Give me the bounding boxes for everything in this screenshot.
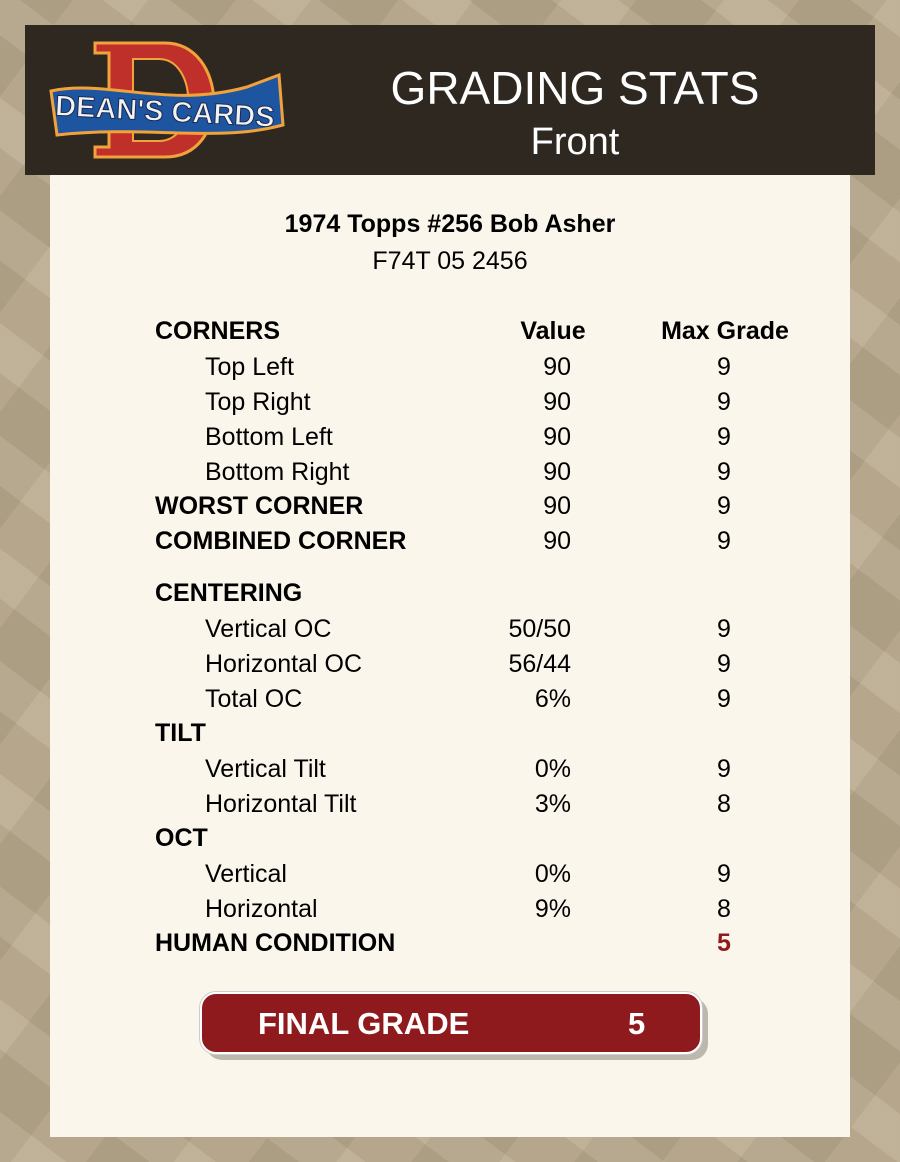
stat-row: HUMAN CONDITION 5 [0, 928, 900, 958]
stat-row: Horizontal Tilt 3% 8 [0, 789, 900, 819]
stat-max-grade: 9 [717, 423, 731, 451]
stat-label: WORST CORNER [155, 492, 364, 520]
stat-max-grade: 9 [717, 458, 731, 486]
stat-row: COMBINED CORNER 90 9 [0, 526, 900, 556]
section-corners: CORNERS [155, 317, 281, 345]
stat-label: Bottom Right [205, 458, 350, 486]
stat-max-grade: 8 [717, 895, 731, 923]
stat-value: 0% [534, 860, 571, 888]
final-grade-box: FINAL GRADE 5 [200, 992, 702, 1054]
max-grade-column-header: Max Grade [661, 317, 789, 345]
stat-label: HUMAN CONDITION [155, 929, 396, 957]
stat-row: WORST CORNER 90 9 [0, 491, 900, 521]
stat-row: Horizontal 9% 8 [0, 894, 900, 924]
stat-label: OCT [155, 824, 208, 852]
stat-max-grade: 5 [717, 929, 731, 957]
stat-value: 50/50 [508, 615, 571, 643]
stat-label: Total OC [205, 685, 303, 713]
header-banner: DEAN'S CARDS GRADING STATS Front [25, 25, 875, 175]
stat-value: 90 [543, 353, 571, 381]
stat-max-grade: 9 [717, 685, 731, 713]
stat-label: Horizontal OC [205, 650, 362, 678]
card-id: F74T 05 2456 [372, 247, 528, 275]
stats-panel [50, 175, 850, 1137]
stat-row: Vertical 0% 9 [0, 859, 900, 889]
stat-max-grade: 9 [717, 527, 731, 555]
stat-row: Total OC 6% 9 [0, 684, 900, 714]
stat-value: 56/44 [508, 650, 571, 678]
stat-row: Bottom Left 90 9 [0, 422, 900, 452]
final-grade-value: 5 [628, 1006, 646, 1041]
stat-value: 3% [534, 790, 571, 818]
stat-row: TILT [0, 718, 900, 748]
stat-max-grade: 8 [717, 790, 731, 818]
stat-label: Bottom Left [205, 423, 333, 451]
stat-value: 0% [534, 755, 571, 783]
stat-row: Vertical Tilt 0% 9 [0, 754, 900, 784]
stat-value: 9% [534, 895, 571, 923]
stat-label: Vertical [205, 860, 287, 888]
stat-label: Vertical Tilt [205, 755, 326, 783]
stat-max-grade: 9 [717, 353, 731, 381]
stat-label: CENTERING [155, 579, 303, 607]
stat-max-grade: 9 [717, 860, 731, 888]
stat-label: Top Right [205, 388, 311, 416]
stat-row: CENTERING [0, 578, 900, 608]
stat-row: OCT [0, 823, 900, 853]
stat-max-grade: 9 [717, 755, 731, 783]
stat-value: 90 [543, 458, 571, 486]
stat-row: Top Right 90 9 [0, 387, 900, 417]
stat-value: 6% [534, 685, 571, 713]
final-grade-label: FINAL GRADE [258, 1006, 470, 1041]
stat-label: Top Left [205, 353, 294, 381]
stat-max-grade: 9 [717, 650, 731, 678]
stat-max-grade: 9 [717, 492, 731, 520]
card-title: 1974 Topps #256 Bob Asher [284, 210, 616, 238]
stat-value: 90 [543, 527, 571, 555]
value-column-header: Value [520, 317, 586, 345]
stat-row: Top Left 90 9 [0, 352, 900, 382]
stat-label: Vertical OC [205, 615, 332, 643]
stat-row: Vertical OC 50/50 9 [0, 614, 900, 644]
page-subtitle: Front [530, 121, 620, 163]
stat-value: 90 [543, 388, 571, 416]
stat-label: COMBINED CORNER [155, 527, 407, 555]
stat-value: 90 [543, 492, 571, 520]
stat-value: 90 [543, 423, 571, 451]
stat-max-grade: 9 [717, 615, 731, 643]
stat-max-grade: 9 [717, 388, 731, 416]
column-header-row: CORNERS Value Max Grade [0, 316, 900, 346]
deans-cards-logo: DEAN'S CARDS [49, 41, 285, 159]
stat-row: Bottom Right 90 9 [0, 457, 900, 487]
page-title: GRADING STATS [390, 62, 760, 114]
stat-row: Horizontal OC 56/44 9 [0, 649, 900, 679]
stat-label: Horizontal Tilt [205, 790, 357, 818]
stat-label: Horizontal [205, 895, 318, 923]
stat-label: TILT [155, 719, 206, 747]
